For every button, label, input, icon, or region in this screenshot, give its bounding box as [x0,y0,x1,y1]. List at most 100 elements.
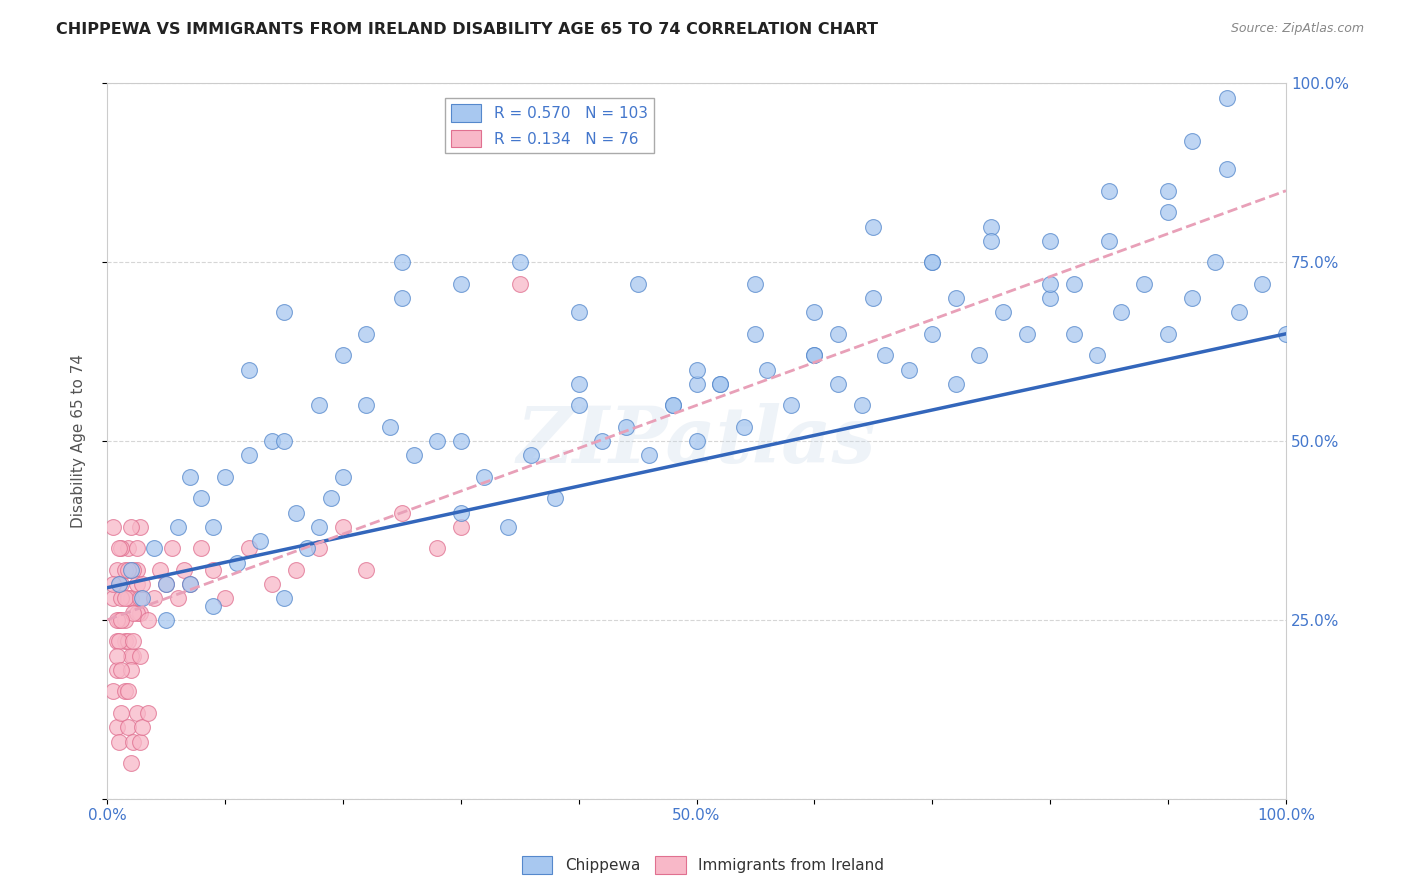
Point [155,577,177,591]
Point [117,684,139,698]
Point [450,277,472,291]
Point [125,541,148,556]
Point [120,648,142,663]
Point [1181,291,1204,305]
Point [520,449,543,463]
Point [129,734,152,748]
Point [160,541,183,556]
Point [202,520,225,534]
Point [356,326,378,341]
Point [308,541,330,556]
Point [129,520,152,534]
Point [921,255,943,269]
Point [509,277,531,291]
Point [117,720,139,734]
Point [166,520,188,534]
Point [179,577,201,591]
Point [709,376,731,391]
Point [568,305,591,319]
Point [1098,234,1121,248]
Point [179,577,201,591]
Point [143,541,166,556]
Point [108,577,131,591]
Point [897,362,920,376]
Point [614,419,637,434]
Point [190,541,212,556]
Point [125,606,148,620]
Y-axis label: Disability Age 65 to 74: Disability Age 65 to 74 [72,354,86,528]
Point [308,520,330,534]
Point [105,720,128,734]
Point [120,563,142,577]
Point [155,577,177,591]
Point [122,648,145,663]
Point [862,291,884,305]
Point [308,398,330,412]
Point [496,520,519,534]
Point [122,563,145,577]
Point [125,577,148,591]
Point [108,734,131,748]
Point [1039,234,1062,248]
Point [238,362,260,376]
Point [356,398,378,412]
Point [1157,184,1180,198]
Point [921,255,943,269]
Point [1227,305,1250,319]
Point [105,563,128,577]
Point [991,305,1014,319]
Point [332,520,354,534]
Point [166,591,188,606]
Point [803,348,825,362]
Point [744,326,766,341]
Point [108,577,131,591]
Point [744,277,766,291]
Point [1109,305,1132,319]
Point [685,362,707,376]
Point [779,398,801,412]
Point [391,291,413,305]
Point [568,376,591,391]
Point [190,491,212,506]
Point [827,326,849,341]
Point [332,348,354,362]
Point [1216,91,1239,105]
Point [214,591,236,606]
Point [122,634,145,648]
Point [1251,277,1274,291]
Point [685,376,707,391]
Point [125,706,148,720]
Point [120,591,142,606]
Point [110,591,132,606]
Point [173,563,195,577]
Point [1157,326,1180,341]
Point [1181,134,1204,148]
Point [662,398,685,412]
Point [472,470,495,484]
Point [114,563,136,577]
Point [1063,326,1085,341]
Point [105,648,128,663]
Point [391,255,413,269]
Point [238,449,260,463]
Point [238,541,260,556]
Point [249,534,271,549]
Point [105,663,128,677]
Point [155,613,177,627]
Point [214,470,236,484]
Point [980,219,1002,234]
Point [544,491,567,506]
Point [297,541,319,556]
Point [129,606,152,620]
Point [262,577,284,591]
Point [450,520,472,534]
Point [120,756,142,770]
Point [756,362,779,376]
Point [1039,277,1062,291]
Point [149,563,172,577]
Point [319,491,342,506]
Point [101,684,124,698]
Point [273,305,295,319]
Point [122,606,145,620]
Point [827,376,849,391]
